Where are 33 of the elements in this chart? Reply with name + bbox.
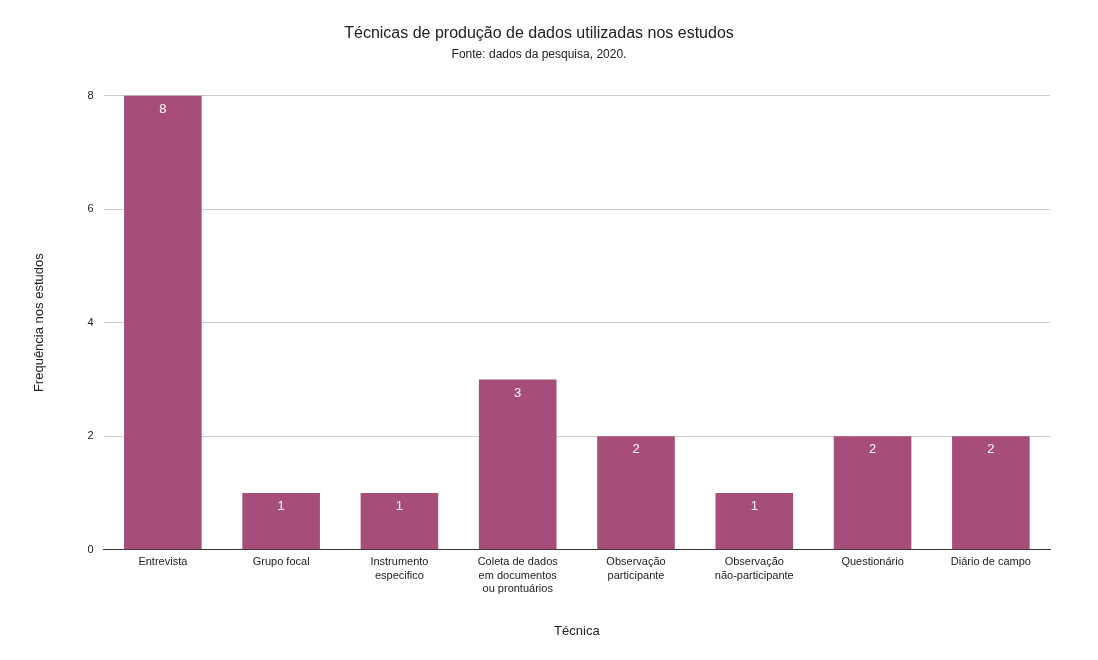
y-tick-label: 8	[87, 88, 94, 101]
data-label: 1	[277, 498, 285, 514]
data-label: 2	[987, 441, 995, 457]
x-tick-label: Grupo focal	[252, 555, 310, 568]
y-tick-label: 2	[87, 429, 94, 442]
data-label: 8	[159, 100, 167, 116]
data-label: 1	[395, 498, 404, 514]
y-tick-label: 0	[87, 542, 94, 555]
data-label: 3	[514, 384, 522, 400]
bar	[833, 436, 912, 550]
x-tick-label: Entrevista	[138, 555, 189, 568]
chart-subtitle: Fonte: dados da pesquisa, 2020.	[451, 46, 627, 61]
bar	[360, 493, 439, 550]
bar	[715, 493, 794, 550]
x-tick-label: Coleta de dados em documentos ou prontuários	[477, 555, 559, 594]
bar	[478, 379, 557, 550]
bar	[242, 493, 320, 550]
y-tick-label: 4	[87, 315, 94, 328]
data-label: 2	[868, 441, 877, 457]
x-tick-label: Observação participante	[606, 555, 666, 581]
chart-title: Técnicas de produção de dados utilizadas nos estudos	[344, 24, 734, 42]
x-tick-label: Observação não-participante	[714, 555, 794, 581]
data-label: 1	[750, 498, 758, 514]
bar	[952, 436, 1030, 550]
x-axis-title: Técnica	[554, 622, 601, 638]
x-tick-label: Diário de campo	[950, 555, 1031, 568]
x-tick-label: Instrumento especifico	[370, 555, 429, 581]
bar	[124, 95, 202, 550]
x-tick-label: Questionário	[841, 555, 904, 568]
bar	[597, 436, 675, 550]
y-axis-title: Frequência nos estudos	[31, 252, 47, 393]
y-tick-label: 6	[87, 202, 94, 215]
data-label: 2	[632, 441, 640, 457]
